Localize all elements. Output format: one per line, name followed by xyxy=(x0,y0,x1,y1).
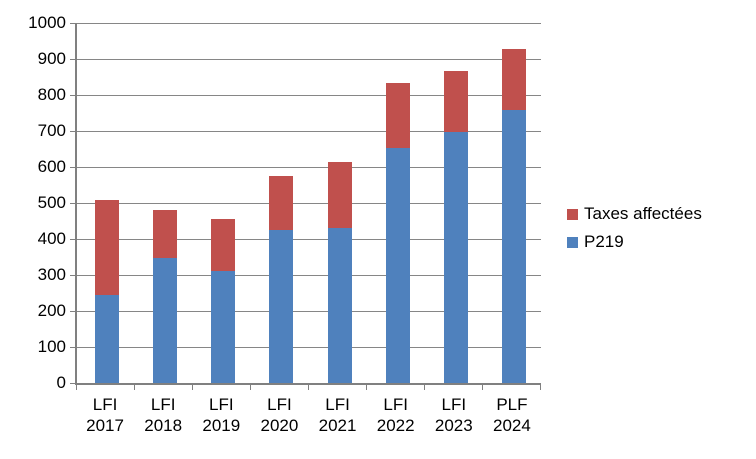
y-tick-600 xyxy=(70,166,76,168)
x-axis-label-line1: LFI xyxy=(441,395,467,414)
y-axis-line xyxy=(75,23,77,385)
legend-label-p219: P219 xyxy=(584,232,624,251)
y-axis-label-1000: 1000 xyxy=(28,13,66,32)
gridline-800 xyxy=(76,94,541,96)
bar-segment-taxes-affectees-lfi-2018 xyxy=(153,210,178,259)
gridline-900 xyxy=(76,58,541,60)
x-tick-1 xyxy=(133,385,135,390)
y-tick-500 xyxy=(70,202,76,204)
y-axis-label-200: 200 xyxy=(37,301,66,320)
x-axis-label-line1: PLF xyxy=(496,395,528,414)
x-tick-4 xyxy=(308,385,309,390)
bar-segment-taxes-affectees-lfi-2023 xyxy=(443,70,468,133)
x-tick-0 xyxy=(75,385,77,390)
y-axis-labels: 0 100 200 300 400 500 600 700 800 900 1000 xyxy=(0,0,66,459)
y-axis-label-500: 500 xyxy=(37,193,66,212)
y-axis-label-600: 600 xyxy=(37,157,66,176)
x-tick-6 xyxy=(424,385,426,390)
x-tick-8 xyxy=(539,385,541,390)
bar-segment-taxes-affectees-lfi-2021 xyxy=(327,161,352,229)
legend-swatch-p219 xyxy=(567,236,578,248)
y-axis-label-100: 100 xyxy=(37,337,66,356)
x-axis-label-line1: LFI xyxy=(325,395,350,414)
bar-segment-p219-plf-2024 xyxy=(501,110,526,383)
y-tick-1000 xyxy=(70,22,76,24)
bar-segment-p219-lfi-2022 xyxy=(385,147,410,383)
y-axis-label-700: 700 xyxy=(37,121,66,140)
legend: Taxes affectées P219 xyxy=(567,205,702,251)
bar-segment-p219-lfi-2017 xyxy=(95,294,120,383)
y-tick-100 xyxy=(70,346,76,348)
gridline-500 xyxy=(76,202,541,204)
x-axis-label-lfi-2022: LFI 2022 xyxy=(367,394,425,436)
y-tick-400 xyxy=(70,238,76,240)
x-axis-label-line1: LFI xyxy=(209,395,234,414)
y-tick-300 xyxy=(70,274,76,276)
x-axis-label-lfi-2021: LFI 2021 xyxy=(309,394,367,436)
gridline-1000 xyxy=(76,22,541,24)
x-tick-5 xyxy=(366,385,368,390)
gridline-400 xyxy=(76,238,541,240)
x-axis-label-line1: LFI xyxy=(150,395,176,414)
legend-item-taxes-affectees: Taxes affectées xyxy=(567,205,702,223)
y-tick-200 xyxy=(70,310,76,312)
bar-segment-p219-lfi-2020 xyxy=(269,229,294,383)
x-tick-3 xyxy=(249,385,251,390)
x-tick-7 xyxy=(482,385,484,390)
x-axis-line xyxy=(75,383,541,385)
x-axis-label-line2: 2019 xyxy=(202,416,241,435)
y-axis-label-400: 400 xyxy=(37,229,66,248)
gridline-300 xyxy=(76,274,541,276)
bar-segment-p219-lfi-2019 xyxy=(211,270,236,383)
y-tick-800 xyxy=(70,94,76,96)
bar-segment-taxes-affectees-lfi-2022 xyxy=(385,82,410,148)
gridline-600 xyxy=(76,166,541,168)
x-axis-label-line2: 2023 xyxy=(434,416,473,435)
gridline-100 xyxy=(76,346,541,348)
y-axis-label-0: 0 xyxy=(56,373,66,392)
bar-segment-taxes-affectees-plf-2024 xyxy=(501,49,526,111)
bar-segment-p219-lfi-2021 xyxy=(327,228,352,383)
x-axis-label-line1: LFI xyxy=(383,395,408,414)
plot-area xyxy=(70,22,541,390)
x-axis-label-line1: LFI xyxy=(92,395,118,414)
x-axis-label-lfi-2020: LFI 2020 xyxy=(250,394,308,436)
x-axis-label-plf-2024: PLF 2024 xyxy=(483,394,541,436)
x-axis-label-line2: 2018 xyxy=(144,416,183,435)
x-axis-label-line2: 2024 xyxy=(493,416,531,435)
gridline-200 xyxy=(76,310,541,312)
bar-segment-taxes-affectees-lfi-2017 xyxy=(95,199,120,295)
legend-swatch-taxes-affectees xyxy=(567,208,578,220)
y-axis-label-300: 300 xyxy=(37,265,66,284)
bar-segment-p219-lfi-2018 xyxy=(153,258,178,383)
x-axis-label-lfi-2018: LFI 2018 xyxy=(134,394,192,436)
legend-label-taxes-affectees: Taxes affectées xyxy=(584,204,702,223)
y-axis-label-800: 800 xyxy=(37,85,66,104)
bar-segment-taxes-affectees-lfi-2019 xyxy=(211,218,236,271)
legend-item-p219: P219 xyxy=(567,233,702,251)
x-axis-label-lfi-2019: LFI 2019 xyxy=(192,394,250,436)
x-tick-2 xyxy=(191,385,193,390)
x-axis-label-line2: 2021 xyxy=(318,416,357,435)
x-axis-label-line2: 2020 xyxy=(260,416,299,435)
x-axis-label-lfi-2017: LFI 2017 xyxy=(76,394,134,436)
y-tick-900 xyxy=(70,58,76,60)
y-tick-700 xyxy=(70,130,76,132)
x-axis-label-lfi-2023: LFI 2023 xyxy=(425,394,483,436)
bar-segment-p219-lfi-2023 xyxy=(443,132,468,383)
x-axis-label-line1: LFI xyxy=(267,395,292,414)
y-axis-label-900: 900 xyxy=(37,49,66,68)
x-axis-label-line2: 2022 xyxy=(376,416,415,435)
x-axis-label-line2: 2017 xyxy=(86,416,124,435)
gridline-700 xyxy=(76,130,541,132)
y-tick-0 xyxy=(70,382,76,384)
bar-segment-taxes-affectees-lfi-2020 xyxy=(269,176,294,230)
